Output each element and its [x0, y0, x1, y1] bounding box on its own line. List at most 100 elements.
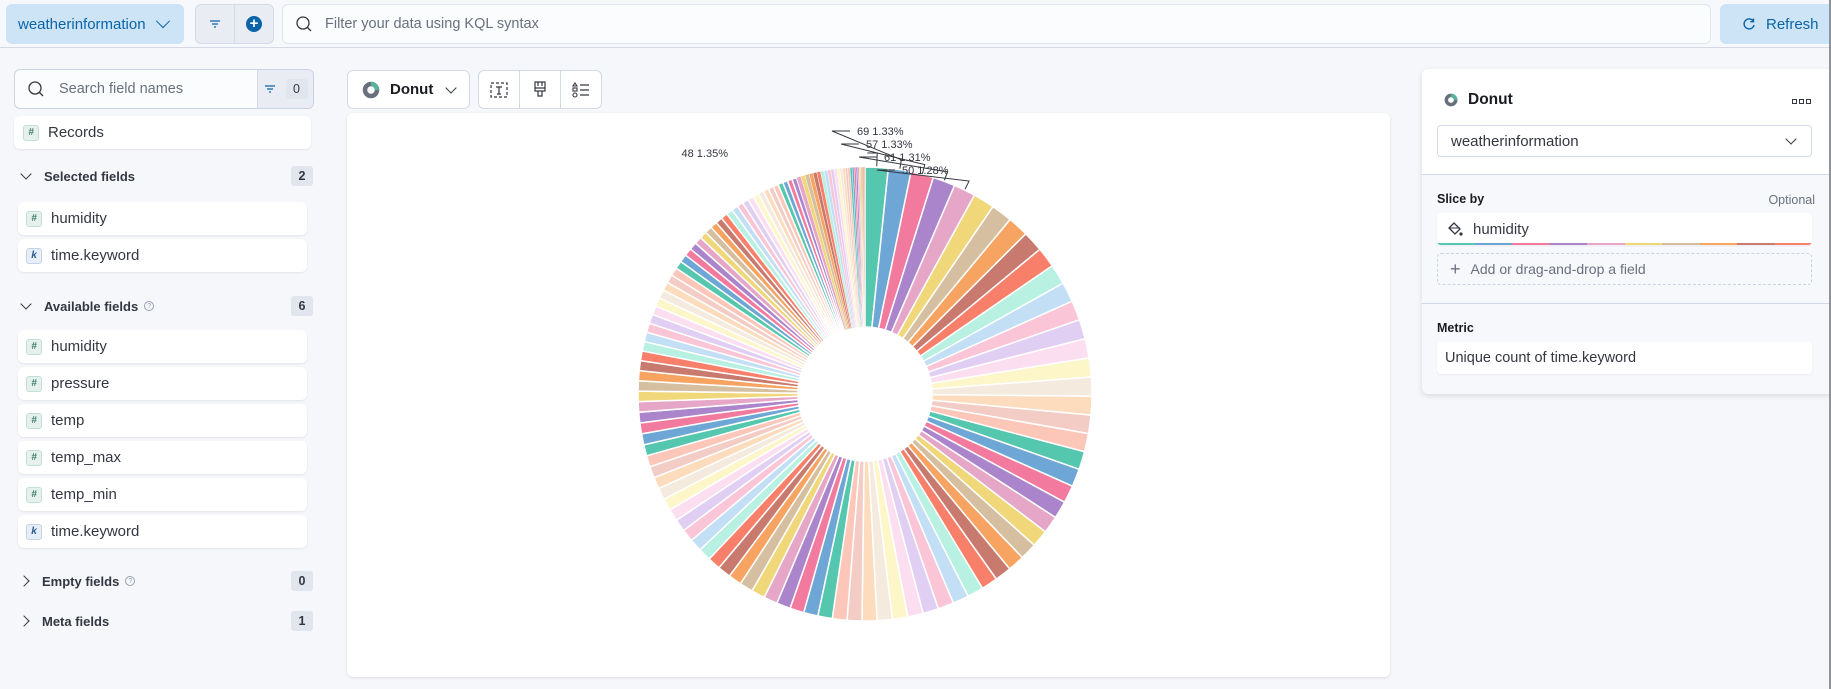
selected-fields-title: Selected fields — [44, 168, 136, 184]
field-name: temp_max — [51, 449, 122, 466]
label-leader-line — [858, 156, 949, 181]
number-field-icon: # — [26, 210, 42, 227]
data-view-name: weatherinformation — [18, 15, 146, 33]
refresh-icon — [1743, 18, 1755, 30]
label-leader-line — [876, 169, 970, 190]
query-menu-group: + — [195, 4, 274, 44]
layer-data-view-name: weatherinformation — [1451, 132, 1579, 150]
search-icon — [28, 81, 44, 97]
available-field-pressure[interactable]: # pressure — [18, 367, 307, 400]
available-field-temp-max[interactable]: # temp_max — [18, 441, 307, 474]
selected-field-humidity[interactable]: # humidity — [18, 202, 307, 235]
kql-placeholder: Filter your data using KQL syntax — [325, 16, 539, 32]
metric-value: Unique count of time.keyword — [1445, 350, 1637, 366]
add-field-dropzone[interactable]: + Add or drag-and-drop a field — [1437, 253, 1812, 285]
field-type-filter-button[interactable]: 0 — [257, 70, 313, 108]
chevron-right-icon — [18, 615, 30, 627]
label-leader-line — [840, 143, 926, 174]
add-field-label: Add or drag-and-drop a field — [1470, 261, 1646, 277]
paint-bucket-icon — [1448, 222, 1463, 236]
empty-fields-toggle[interactable]: Empty fields ? 0 — [18, 570, 313, 592]
available-field-humidity[interactable]: # humidity — [18, 330, 307, 363]
empty-fields-count: 0 — [291, 571, 313, 591]
available-fields-toggle[interactable]: Available fields ? 6 — [18, 295, 313, 317]
slice-by-dimension[interactable]: humidity — [1437, 213, 1812, 245]
layer-title-text: Donut — [1468, 91, 1513, 108]
donut-chart-icon — [362, 81, 380, 98]
field-name: humidity — [51, 210, 107, 227]
meta-fields-title: Meta fields — [42, 613, 110, 629]
chevron-down-icon — [20, 298, 32, 310]
appearance-button[interactable] — [519, 71, 560, 108]
chart-type-selector[interactable]: Donut — [347, 70, 470, 109]
metric-label: Metric — [1437, 321, 1474, 335]
top-bar: weatherinformation + Filter your data us… — [0, 0, 1831, 48]
number-field-icon: # — [26, 449, 42, 466]
keyword-field-icon: k — [26, 247, 42, 264]
number-field-icon: # — [26, 486, 42, 503]
chart-panel: 48 1.35% 69 1.33% 57 1.33% 61 1.31% 50 1.28% — [347, 113, 1390, 677]
field-name: time.keyword — [51, 523, 140, 540]
legend-button[interactable] — [560, 71, 601, 108]
selected-fields-count: 2 — [291, 166, 313, 186]
field-list-sidebar: Search field names 0 # Records Selected … — [0, 49, 330, 689]
chevron-down-icon — [155, 14, 170, 29]
filter-count-badge: 0 — [285, 79, 308, 99]
available-fields-count: 6 — [291, 296, 313, 316]
number-field-icon: # — [26, 375, 42, 392]
labels-button[interactable] — [479, 71, 519, 108]
records-field[interactable]: # Records — [14, 116, 311, 149]
slice-by-label: Slice by — [1437, 192, 1485, 206]
optional-label: Optional — [1768, 193, 1815, 207]
field-search: Search field names 0 — [14, 69, 314, 109]
query-menu-button[interactable] — [196, 5, 234, 43]
layer-data-view-select[interactable]: weatherinformation — [1437, 125, 1812, 157]
chevron-down-icon — [20, 168, 32, 180]
data-view-selector[interactable]: weatherinformation — [6, 4, 184, 44]
layer-title: Donut — [1444, 91, 1513, 109]
chevron-down-icon — [1785, 133, 1797, 145]
chart-type-label: Donut — [390, 81, 434, 98]
legend-icon — [572, 81, 589, 98]
slice-label: 50 1.28% — [902, 165, 949, 177]
field-search-placeholder: Search field names — [59, 81, 184, 97]
empty-fields-title: Empty fields — [42, 573, 120, 589]
slice-label: 61 1.31% — [884, 152, 931, 164]
color-palette-strip — [1437, 243, 1812, 245]
donut-slice[interactable] — [863, 166, 866, 328]
available-field-time-keyword[interactable]: k time.keyword — [18, 515, 307, 548]
field-name: temp_min — [51, 486, 117, 503]
slice-by-field: humidity — [1473, 220, 1529, 238]
number-field-icon: # — [26, 412, 42, 429]
brush-icon — [534, 80, 546, 97]
slice-label: 57 1.33% — [866, 139, 913, 151]
window-edge — [1829, 0, 1831, 689]
text-label-icon — [490, 81, 508, 98]
slice-label: 69 1.33% — [857, 126, 904, 138]
add-filter-button[interactable]: + — [234, 5, 273, 43]
plus-circle-icon: + — [246, 16, 262, 32]
kql-search-input[interactable]: Filter your data using KQL syntax — [282, 4, 1711, 44]
slice-label: 48 1.35% — [682, 148, 729, 160]
help-icon[interactable]: ? — [125, 576, 136, 586]
number-field-icon: # — [26, 338, 42, 355]
chevron-down-icon — [445, 81, 457, 94]
available-field-temp[interactable]: # temp — [18, 404, 307, 437]
field-search-input[interactable]: Search field names — [15, 80, 257, 98]
meta-fields-toggle[interactable]: Meta fields 1 — [18, 610, 313, 632]
plus-icon: + — [1450, 258, 1461, 279]
refresh-label: Refresh — [1766, 15, 1819, 33]
filter-icon — [210, 20, 220, 28]
metric-dimension[interactable]: Unique count of time.keyword — [1437, 342, 1812, 374]
help-icon[interactable]: ? — [144, 301, 155, 311]
available-field-temp-min[interactable]: # temp_min — [18, 478, 307, 511]
keyword-field-icon: k — [26, 523, 42, 540]
more-actions-icon[interactable] — [1792, 99, 1811, 104]
chart-options-group — [478, 70, 602, 109]
field-name: time.keyword — [51, 247, 140, 264]
divider — [1422, 303, 1831, 304]
refresh-button[interactable]: Refresh — [1720, 4, 1831, 44]
selected-fields-toggle[interactable]: Selected fields 2 — [18, 165, 313, 187]
selected-field-time-keyword[interactable]: k time.keyword — [18, 239, 307, 272]
donut-chart[interactable]: 48 1.35% 69 1.33%57 1.33%61 1.31%50 1.28% — [347, 113, 1390, 677]
